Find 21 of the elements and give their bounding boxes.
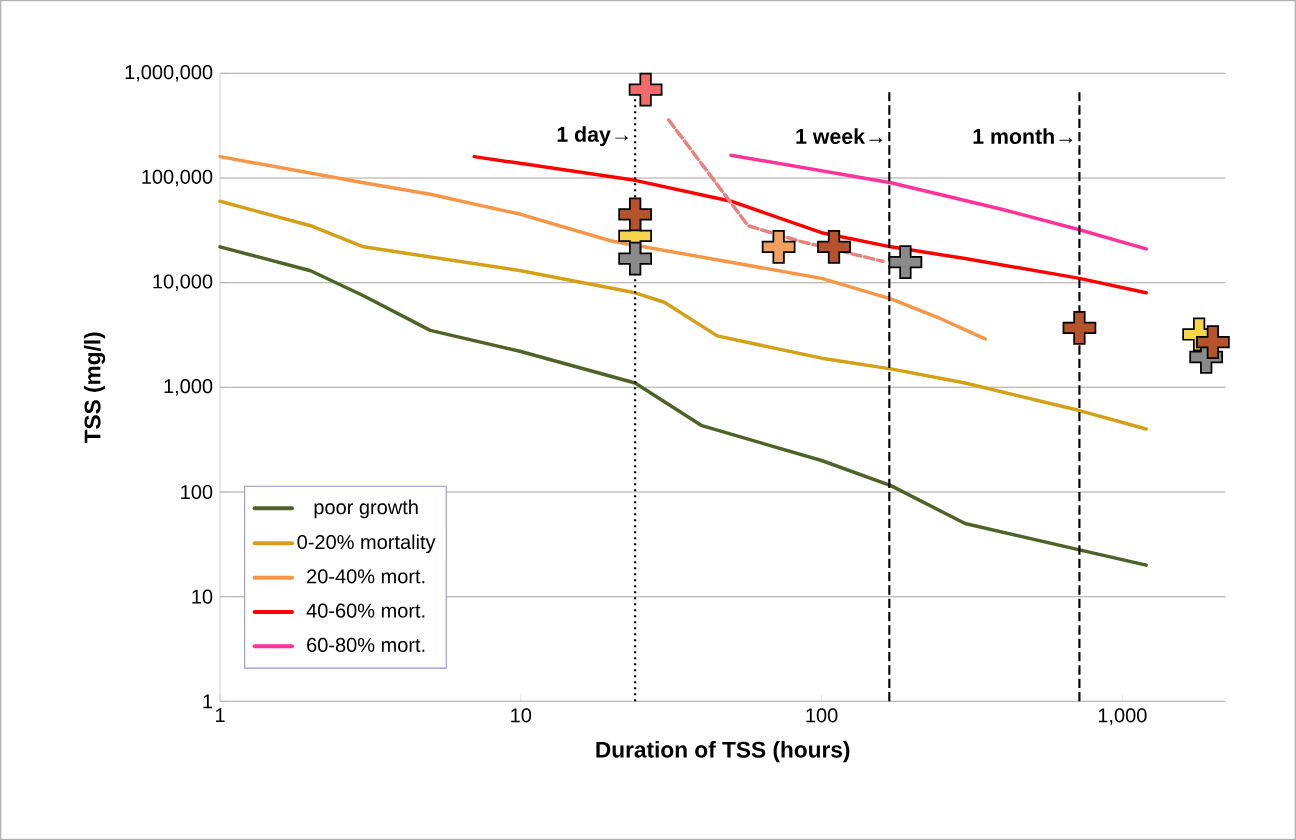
ref-line-label: 1 week→ [796, 128, 883, 144]
x-tick-label: 1 [215, 708, 225, 723]
y-tick-label: 1,000 [164, 379, 213, 396]
x-tick-label: 10 [511, 708, 532, 723]
legend-label: 20-40% mort. [307, 569, 425, 584]
ref-line-label: 1 day→ [557, 126, 628, 147]
legend-label: 60-80% mort. [307, 637, 425, 652]
x-tick-label: 100 [806, 708, 838, 723]
x-tick-label: 1,000 [1098, 708, 1147, 725]
y-tick-label: 10,000 [153, 274, 213, 291]
y-tick-label: 100 [181, 484, 213, 500]
legend-label: 40-60% mort. [306, 603, 425, 618]
legend-label: poor growth [314, 499, 418, 519]
y-tick-label: 10 [192, 589, 213, 604]
y-tick-label: 1 [203, 694, 213, 709]
x-axis-title: Duration of TSS (hours) [596, 741, 850, 763]
y-tick-label: 100,000 [142, 169, 213, 187]
y-tick-label: 1,000,000 [125, 65, 213, 82]
ref-line-label: 1 month→ [973, 128, 1073, 144]
y-axis-title: TSS (mg/l) [83, 332, 106, 444]
legend-label: 0-20% mortality [297, 534, 436, 554]
